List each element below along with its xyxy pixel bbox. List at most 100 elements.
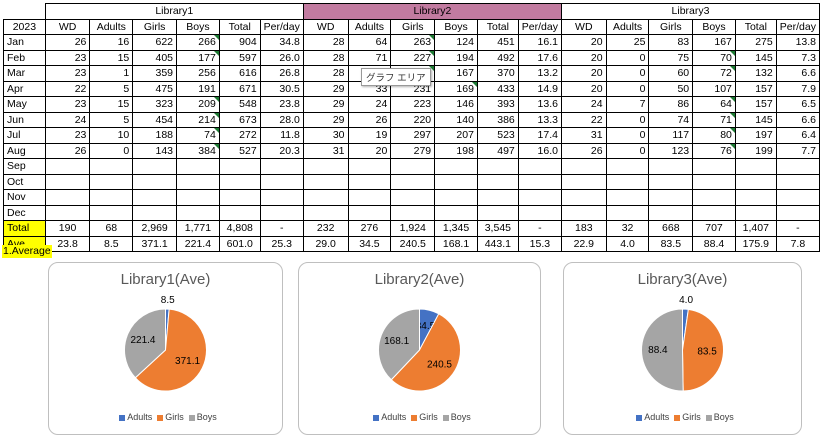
data-cell[interactable]: 370 [476,65,519,82]
data-cell[interactable]: 386 [476,111,519,128]
data-cell[interactable]: 6.5 [775,96,820,113]
total-cell[interactable]: 68 [89,220,134,237]
data-cell[interactable]: 31 [302,142,349,159]
data-cell[interactable]: 23 [44,96,91,113]
data-cell[interactable]: 26 [44,34,91,51]
data-cell[interactable]: 29 [302,111,349,128]
data-cell[interactable] [44,158,91,175]
data-cell[interactable] [302,204,349,221]
data-cell[interactable] [692,173,736,190]
data-cell[interactable] [734,158,777,175]
data-cell[interactable] [132,173,178,190]
data-cell[interactable]: 199 [734,142,777,159]
data-cell[interactable] [476,158,519,175]
ave-cell[interactable]: 4.0 [605,235,650,252]
data-cell[interactable]: 74 [648,111,694,128]
data-cell[interactable]: 263 [390,34,436,51]
data-cell[interactable] [347,204,392,221]
library-header[interactable]: Library2 [302,3,562,20]
total-cell[interactable]: 183 [560,220,607,237]
data-cell[interactable]: 23 [44,49,91,66]
pie-slice-girls[interactable] [134,308,207,392]
data-cell[interactable]: 7 [605,96,650,113]
data-cell[interactable]: 71 [347,49,392,66]
column-header[interactable]: Boys [434,18,478,35]
total-cell[interactable]: - [517,220,562,237]
data-cell[interactable]: 16 [89,34,134,51]
data-cell[interactable]: 20 [560,65,607,82]
data-cell[interactable]: 622 [132,34,178,51]
data-cell[interactable]: 272 [218,127,261,144]
data-cell[interactable] [176,173,220,190]
data-cell[interactable]: 23.8 [259,96,304,113]
library-header[interactable]: Library3 [560,3,820,20]
data-cell[interactable] [605,204,650,221]
data-cell[interactable] [605,189,650,206]
data-cell[interactable] [218,158,261,175]
data-cell[interactable]: 220 [390,111,436,128]
data-cell[interactable]: 13.6 [517,96,562,113]
data-cell[interactable]: 26 [44,142,91,159]
pie-slice-boys[interactable] [124,308,166,379]
data-cell[interactable]: 28 [302,49,349,66]
data-cell[interactable] [692,189,736,206]
data-cell[interactable]: 475 [132,80,178,97]
month-label[interactable]: Oct [3,173,46,190]
column-header[interactable]: Adults [347,18,392,35]
data-cell[interactable]: 29 [302,80,349,97]
data-cell[interactable]: 16.1 [517,34,562,51]
data-cell[interactable]: 207 [434,127,478,144]
data-cell[interactable]: 393 [476,96,519,113]
data-cell[interactable]: 117 [648,127,694,144]
data-cell[interactable]: 60 [648,65,694,82]
data-cell[interactable]: 188 [132,127,178,144]
column-header[interactable]: Per/day [775,18,820,35]
data-cell[interactable]: 5 [89,80,134,97]
total-label[interactable]: Total [3,220,46,237]
data-cell[interactable] [302,158,349,175]
data-cell[interactable]: 146 [434,96,478,113]
data-cell[interactable]: 256 [176,65,220,82]
month-label[interactable]: Dec [3,204,46,221]
data-cell[interactable]: 80 [692,127,736,144]
ave-cell[interactable]: 240.5 [390,235,436,252]
total-cell[interactable]: 1,345 [434,220,478,237]
data-cell[interactable]: 266 [176,34,220,51]
column-header[interactable]: Total [734,18,777,35]
data-cell[interactable]: 140 [434,111,478,128]
data-cell[interactable]: 34.8 [259,34,304,51]
corner-cell[interactable] [3,3,46,20]
data-cell[interactable]: 157 [734,96,777,113]
data-cell[interactable]: 50 [648,80,694,97]
data-cell[interactable]: 17.4 [517,127,562,144]
data-cell[interactable] [132,189,178,206]
data-cell[interactable] [259,189,304,206]
column-header[interactable]: Boys [176,18,220,35]
total-cell[interactable]: 1,924 [390,220,436,237]
data-cell[interactable]: 671 [218,80,261,97]
data-cell[interactable]: 433 [476,80,519,97]
data-cell[interactable]: 0 [605,80,650,97]
data-cell[interactable]: 70 [692,49,736,66]
data-cell[interactable]: 197 [734,127,777,144]
data-cell[interactable] [734,204,777,221]
data-cell[interactable]: 6.4 [775,127,820,144]
data-cell[interactable]: 492 [476,49,519,66]
data-cell[interactable] [44,189,91,206]
data-cell[interactable] [259,173,304,190]
chart-legend[interactable]: Adults Girls Boys [299,412,540,422]
data-cell[interactable]: 24 [44,111,91,128]
data-cell[interactable]: 23 [44,65,91,82]
data-cell[interactable]: 0 [605,49,650,66]
data-cell[interactable] [89,173,134,190]
data-cell[interactable] [560,204,607,221]
data-cell[interactable]: 30.5 [259,80,304,97]
data-cell[interactable]: 15 [89,96,134,113]
data-cell[interactable]: 157 [734,80,777,97]
data-cell[interactable] [734,189,777,206]
data-cell[interactable]: 454 [132,111,178,128]
ave-cell[interactable]: 29.0 [302,235,349,252]
data-cell[interactable] [560,158,607,175]
data-cell[interactable]: 124 [434,34,478,51]
data-cell[interactable] [434,158,478,175]
